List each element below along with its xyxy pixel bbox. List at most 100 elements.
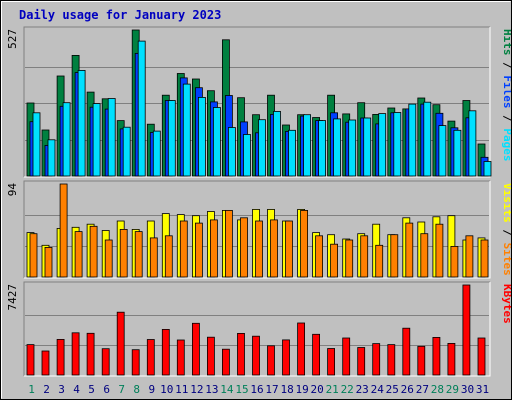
bar-kbytes-day-1: [26, 344, 35, 376]
bar-kbytes-day-29: [447, 342, 456, 376]
day-label-19: 19: [295, 383, 308, 396]
bar-sites-day-12: [194, 222, 203, 278]
legend-separator: /: [501, 223, 512, 243]
day-label-12: 12: [190, 383, 203, 396]
bar-sites-day-30: [465, 235, 474, 278]
legend-item-pages: Pages: [501, 128, 512, 161]
legend-item-visits: Visits: [501, 183, 512, 223]
bar-kbytes-day-21: [327, 348, 336, 376]
legend-item-files: Files: [501, 75, 512, 108]
bar-pages-day-5: [92, 103, 101, 177]
legend-item-sites: Sites: [501, 243, 512, 276]
bar-sites-day-14: [224, 209, 233, 278]
bar-sites-day-23: [360, 235, 369, 278]
bar-pages-day-23: [363, 117, 372, 177]
bar-kbytes-day-14: [221, 348, 230, 376]
bar-pages-day-6: [107, 98, 116, 177]
day-label-24: 24: [371, 383, 385, 396]
bar-sites-day-27: [420, 233, 429, 278]
plot-bevel-light: [24, 282, 491, 377]
bar-pages-day-16: [258, 119, 266, 177]
bar-kbytes-day-15: [237, 332, 245, 376]
day-label-28: 28: [431, 383, 444, 396]
day-label-21: 21: [326, 383, 339, 396]
legend-item-kbytes: KBytes: [501, 284, 512, 324]
bar-kbytes-day-7: [116, 311, 125, 376]
bar-pages-day-14: [227, 127, 236, 177]
bar-sites-day-31: [480, 239, 489, 278]
bar-kbytes-day-23: [357, 347, 366, 376]
day-label-1: 1: [28, 383, 35, 396]
bar-kbytes-day-19: [297, 322, 306, 376]
bar-kbytes-day-27: [417, 345, 426, 376]
day-label-3: 3: [58, 383, 65, 396]
bar-kbytes-day-12: [191, 322, 200, 376]
bar-sites-day-22: [345, 239, 354, 278]
bar-kbytes-day-20: [312, 333, 321, 376]
day-label-10: 10: [160, 383, 173, 396]
bar-pages-day-12: [197, 97, 206, 177]
bar-sites-day-16: [255, 220, 263, 278]
bar-pages-day-4: [77, 70, 86, 177]
bar-kbytes-day-11: [176, 339, 185, 376]
bar-sites-day-18: [285, 220, 293, 278]
bar-kbytes-day-31: [477, 337, 486, 376]
bar-sites-day-3: [59, 183, 68, 278]
bar-sites-day-25: [390, 234, 399, 278]
day-label-17: 17: [265, 383, 278, 396]
bar-pages-day-15: [243, 134, 251, 177]
bar-sites-day-24: [375, 244, 384, 278]
day-label-13: 13: [205, 383, 218, 396]
plot-bevel-dark: [23, 26, 490, 177]
bar-kbytes-day-28: [432, 336, 441, 376]
bar-sites-day-17: [270, 219, 278, 278]
bar-pages-day-3: [62, 102, 71, 177]
panel-visits_sites: 94 Visits / Sites: [6, 180, 512, 279]
day-label-23: 23: [356, 383, 369, 396]
legend-kbytes: KBytes: [501, 284, 512, 324]
bar-kbytes-day-22: [342, 337, 351, 376]
plot-bevel-dark: [23, 281, 490, 376]
bar-sites-day-4: [74, 231, 83, 278]
panel-kbytes: 7427 KBytes: [6, 281, 512, 377]
y-max-label: 527: [6, 29, 19, 49]
bar-sites-day-10: [164, 235, 173, 278]
bar-kbytes-day-30: [462, 284, 471, 376]
bar-pages-day-28: [438, 125, 447, 177]
day-label-14: 14: [220, 383, 234, 396]
bar-kbytes-day-2: [41, 350, 50, 376]
day-label-31: 31: [476, 383, 489, 396]
bar-sites-day-6: [104, 239, 113, 278]
bar-kbytes-day-5: [86, 332, 95, 376]
bar-sites-day-8: [134, 231, 143, 278]
bar-pages-day-11: [182, 83, 191, 177]
bar-pages-day-29: [453, 129, 462, 177]
bar-sites-day-19: [300, 209, 309, 278]
day-label-30: 30: [461, 383, 474, 396]
plot-bevel-light: [24, 27, 491, 178]
bar-sites-day-20: [315, 235, 324, 278]
bar-pages-day-17: [273, 111, 281, 177]
bar-sites-day-21: [330, 243, 339, 278]
bar-pages-day-20: [318, 120, 327, 177]
bar-pages-day-26: [408, 103, 417, 177]
bar-sites-day-15: [240, 217, 248, 278]
bar-sites-day-5: [89, 225, 98, 278]
bar-pages-day-25: [393, 112, 402, 177]
bar-kbytes-day-13: [206, 336, 215, 376]
bar-pages-day-1: [32, 112, 41, 177]
bar-sites-day-26: [405, 222, 414, 278]
bar-kbytes-day-4: [71, 332, 80, 376]
day-label-20: 20: [310, 383, 323, 396]
bar-sites-day-1: [29, 233, 38, 278]
y-max-label: 94: [6, 183, 19, 197]
day-label-5: 5: [88, 383, 95, 396]
day-label-4: 4: [73, 383, 80, 396]
bar-kbytes-day-3: [56, 338, 65, 376]
day-label-15: 15: [235, 383, 248, 396]
legend-hits_files_pages: Hits / Files / Pages: [501, 29, 512, 162]
bar-pages-day-9: [152, 130, 161, 177]
bar-kbytes-day-9: [146, 339, 155, 376]
